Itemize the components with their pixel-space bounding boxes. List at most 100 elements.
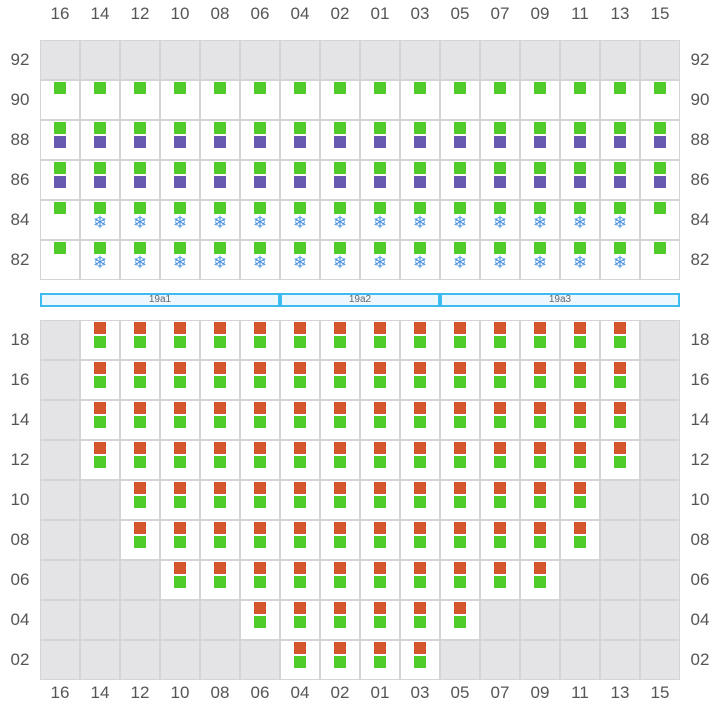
cell-12-08[interactable]: [200, 440, 240, 480]
cell-88-15[interactable]: [640, 120, 680, 160]
cell-10-06[interactable]: [240, 480, 280, 520]
cell-16-09[interactable]: [520, 360, 560, 400]
cell-16-12[interactable]: [120, 360, 160, 400]
cell-14-04[interactable]: [280, 400, 320, 440]
cell-86-04[interactable]: [280, 160, 320, 200]
cell-88-06[interactable]: [240, 120, 280, 160]
cell-90-09[interactable]: [520, 80, 560, 120]
cell-86-07[interactable]: [480, 160, 520, 200]
cell-82-15[interactable]: [640, 240, 680, 280]
cell-02-01[interactable]: [360, 640, 400, 680]
cell-10-11[interactable]: [560, 480, 600, 520]
cell-84-11[interactable]: ❄: [560, 200, 600, 240]
cell-88-12[interactable]: [120, 120, 160, 160]
cell-90-01[interactable]: [360, 80, 400, 120]
cell-08-04[interactable]: [280, 520, 320, 560]
cell-82-02[interactable]: ❄: [320, 240, 360, 280]
cell-88-04[interactable]: [280, 120, 320, 160]
band-19a3[interactable]: 19a3: [440, 293, 680, 307]
cell-14-03[interactable]: [400, 400, 440, 440]
cell-16-06[interactable]: [240, 360, 280, 400]
cell-18-11[interactable]: [560, 320, 600, 360]
cell-04-02[interactable]: [320, 600, 360, 640]
cell-88-03[interactable]: [400, 120, 440, 160]
cell-84-07[interactable]: ❄: [480, 200, 520, 240]
cell-86-08[interactable]: [200, 160, 240, 200]
cell-10-07[interactable]: [480, 480, 520, 520]
cell-82-04[interactable]: ❄: [280, 240, 320, 280]
cell-02-04[interactable]: [280, 640, 320, 680]
cell-12-06[interactable]: [240, 440, 280, 480]
cell-90-13[interactable]: [600, 80, 640, 120]
cell-18-14[interactable]: [80, 320, 120, 360]
cell-84-09[interactable]: ❄: [520, 200, 560, 240]
cell-10-08[interactable]: [200, 480, 240, 520]
cell-14-12[interactable]: [120, 400, 160, 440]
band-19a1[interactable]: 19a1: [40, 293, 280, 307]
cell-12-05[interactable]: [440, 440, 480, 480]
cell-06-04[interactable]: [280, 560, 320, 600]
cell-16-01[interactable]: [360, 360, 400, 400]
cell-16-02[interactable]: [320, 360, 360, 400]
cell-14-13[interactable]: [600, 400, 640, 440]
cell-90-16[interactable]: [40, 80, 80, 120]
cell-14-06[interactable]: [240, 400, 280, 440]
cell-90-07[interactable]: [480, 80, 520, 120]
cell-14-08[interactable]: [200, 400, 240, 440]
cell-12-12[interactable]: [120, 440, 160, 480]
cell-04-04[interactable]: [280, 600, 320, 640]
cell-84-08[interactable]: ❄: [200, 200, 240, 240]
cell-90-02[interactable]: [320, 80, 360, 120]
cell-84-02[interactable]: ❄: [320, 200, 360, 240]
cell-82-09[interactable]: ❄: [520, 240, 560, 280]
cell-88-14[interactable]: [80, 120, 120, 160]
cell-90-12[interactable]: [120, 80, 160, 120]
cell-18-08[interactable]: [200, 320, 240, 360]
cell-08-01[interactable]: [360, 520, 400, 560]
cell-90-06[interactable]: [240, 80, 280, 120]
cell-12-11[interactable]: [560, 440, 600, 480]
cell-82-11[interactable]: ❄: [560, 240, 600, 280]
cell-10-10[interactable]: [160, 480, 200, 520]
cell-82-10[interactable]: ❄: [160, 240, 200, 280]
cell-88-09[interactable]: [520, 120, 560, 160]
cell-18-01[interactable]: [360, 320, 400, 360]
cell-02-03[interactable]: [400, 640, 440, 680]
cell-82-14[interactable]: ❄: [80, 240, 120, 280]
cell-16-13[interactable]: [600, 360, 640, 400]
cell-18-06[interactable]: [240, 320, 280, 360]
cell-86-09[interactable]: [520, 160, 560, 200]
cell-08-12[interactable]: [120, 520, 160, 560]
cell-10-09[interactable]: [520, 480, 560, 520]
cell-08-05[interactable]: [440, 520, 480, 560]
cell-90-15[interactable]: [640, 80, 680, 120]
cell-86-16[interactable]: [40, 160, 80, 200]
band-19a2[interactable]: 19a2: [280, 293, 440, 307]
cell-82-01[interactable]: ❄: [360, 240, 400, 280]
cell-88-07[interactable]: [480, 120, 520, 160]
cell-14-05[interactable]: [440, 400, 480, 440]
cell-08-06[interactable]: [240, 520, 280, 560]
cell-16-04[interactable]: [280, 360, 320, 400]
cell-16-11[interactable]: [560, 360, 600, 400]
cell-06-02[interactable]: [320, 560, 360, 600]
cell-04-05[interactable]: [440, 600, 480, 640]
cell-12-03[interactable]: [400, 440, 440, 480]
cell-84-15[interactable]: [640, 200, 680, 240]
cell-12-02[interactable]: [320, 440, 360, 480]
cell-90-10[interactable]: [160, 80, 200, 120]
cell-84-14[interactable]: ❄: [80, 200, 120, 240]
cell-84-12[interactable]: ❄: [120, 200, 160, 240]
cell-14-02[interactable]: [320, 400, 360, 440]
cell-86-02[interactable]: [320, 160, 360, 200]
cell-86-01[interactable]: [360, 160, 400, 200]
cell-16-08[interactable]: [200, 360, 240, 400]
cell-04-03[interactable]: [400, 600, 440, 640]
cell-18-09[interactable]: [520, 320, 560, 360]
cell-18-05[interactable]: [440, 320, 480, 360]
cell-18-04[interactable]: [280, 320, 320, 360]
cell-82-07[interactable]: ❄: [480, 240, 520, 280]
cell-86-10[interactable]: [160, 160, 200, 200]
cell-08-09[interactable]: [520, 520, 560, 560]
cell-82-06[interactable]: ❄: [240, 240, 280, 280]
